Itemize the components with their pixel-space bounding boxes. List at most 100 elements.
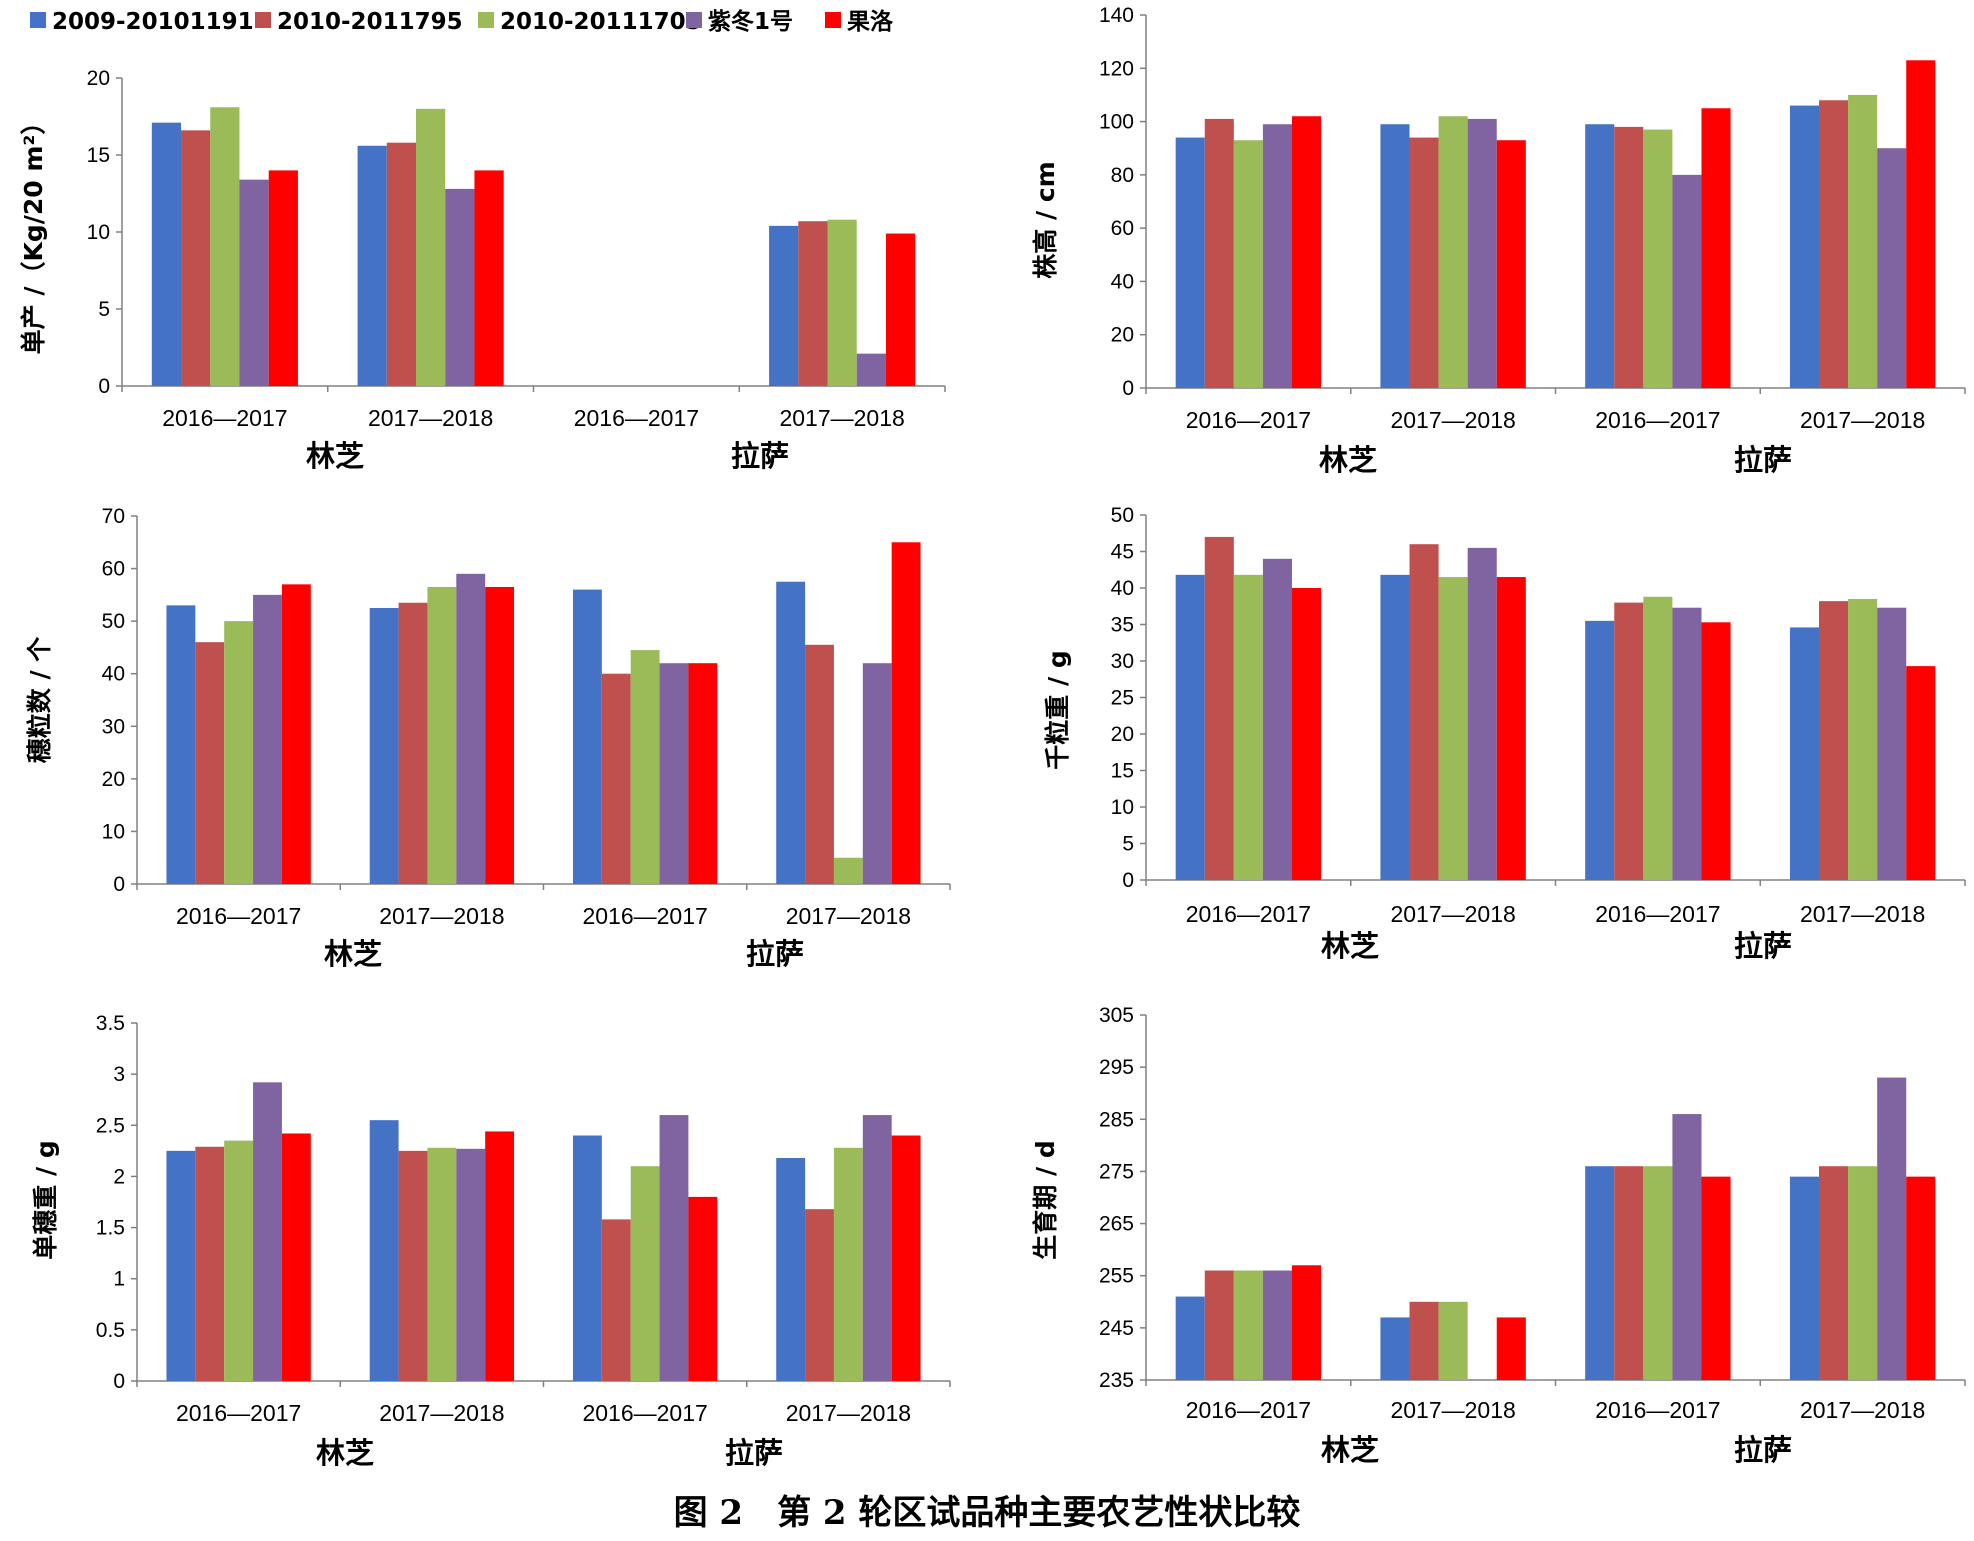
bar <box>776 581 806 884</box>
chart-panel: 0 10 20 30 40 50 60 70 穗粒数 / 个 2016—2017 2017—2018… <box>25 505 951 971</box>
bar <box>224 621 254 884</box>
legend-item: 紫冬1号 <box>686 8 793 35</box>
category-label: 2016—2017 <box>1186 901 1311 927</box>
y-axis-title: 单产 /（Kg/20 m²） <box>19 110 48 355</box>
bar <box>885 233 916 386</box>
bar <box>1380 574 1410 880</box>
chart-panel: 235 245 255 265 275 285 295 305 生育期 / d 2016—2017… <box>1031 1004 1966 1467</box>
legend: 2009-20101191 2010-2011795 2010-20111705 紫冬… <box>30 8 894 35</box>
bar <box>1819 601 1849 880</box>
group-label: 拉萨 <box>1734 443 1792 477</box>
bar <box>1643 596 1673 880</box>
bar <box>1438 1301 1468 1380</box>
bar <box>798 221 828 386</box>
group-label: 拉萨 <box>746 937 804 971</box>
bar <box>1643 129 1673 389</box>
bar <box>281 1133 311 1381</box>
y-tick-label: 2.5 <box>96 1114 125 1137</box>
category-label: 2017—2018 <box>1800 407 1925 433</box>
legend-swatch <box>30 12 46 28</box>
group-label: 林芝 <box>1321 929 1379 963</box>
group-label: 拉萨 <box>725 1436 783 1470</box>
bar <box>1701 1176 1731 1380</box>
bar <box>1701 108 1731 388</box>
bar <box>572 1135 602 1381</box>
bar <box>195 1146 225 1381</box>
category-label: 2016—2017 <box>582 903 707 929</box>
y-tick-label: 120 <box>1099 57 1134 80</box>
bar <box>445 188 475 386</box>
bar <box>1614 126 1644 389</box>
chart-panel: 0 20 40 60 80 100 120 140 株高 / cm 2016—2017 2017—2… <box>1031 4 1966 477</box>
bar <box>253 594 282 884</box>
y-tick-label: 20 <box>1111 723 1134 746</box>
y-tick-label: 0 <box>1122 377 1134 400</box>
y-tick-label: 15 <box>1111 760 1134 783</box>
group-label: 拉萨 <box>1734 1433 1792 1467</box>
y-tick-label: 2 <box>113 1165 125 1188</box>
y-tick-label: 25 <box>1111 687 1134 710</box>
category-label: 2017—2018 <box>779 405 904 431</box>
bar <box>805 644 834 884</box>
y-tick-label: 30 <box>102 715 125 738</box>
y-tick-label: 5 <box>98 298 110 321</box>
group-label: 拉萨 <box>1734 929 1792 963</box>
legend-label: 2010-2011795 <box>277 9 463 35</box>
bar <box>1438 577 1468 880</box>
bar <box>456 573 486 884</box>
bar <box>1409 544 1439 880</box>
bar <box>1233 1270 1263 1380</box>
bar <box>1672 607 1702 880</box>
y-axis-title: 千粒重 / g <box>1043 650 1072 769</box>
y-tick-label: 45 <box>1111 541 1134 564</box>
y-tick-label: 255 <box>1099 1265 1134 1288</box>
y-tick-label: 275 <box>1099 1160 1134 1183</box>
y-tick-label: 40 <box>102 663 125 686</box>
chart-panels: 0 5 10 15 20 单产 /（Kg/20 m²） 2016—2017 2017—2018… <box>19 4 1966 1470</box>
bar <box>1877 148 1907 388</box>
legend-label: 紫冬1号 <box>708 8 793 35</box>
y-tick-label: 245 <box>1099 1317 1134 1340</box>
category-label: 2016—2017 <box>1595 407 1720 433</box>
bar <box>1175 1296 1205 1380</box>
bar <box>1848 94 1878 388</box>
bar <box>456 1148 486 1381</box>
legend-item: 2010-2011795 <box>255 9 463 35</box>
bar <box>1175 574 1205 880</box>
bar <box>1467 547 1497 880</box>
legend-swatch <box>825 12 841 28</box>
y-tick-label: 10 <box>102 820 125 843</box>
bar <box>1789 1176 1820 1380</box>
y-tick-label: 80 <box>1111 164 1134 187</box>
chart-panel: 0 0.5 1 1.5 2 2.5 3 3.5 单穗重 / g 2016—2017 2017—201… <box>31 1012 951 1470</box>
category-label: 2017—2018 <box>786 903 911 929</box>
bar <box>1291 588 1322 880</box>
bar <box>1380 1317 1410 1380</box>
bar <box>1906 1176 1936 1380</box>
bar <box>1262 1270 1292 1380</box>
y-tick-label: 60 <box>102 558 125 581</box>
bar <box>427 1147 457 1381</box>
bar <box>386 142 417 386</box>
y-tick-label: 3 <box>113 1063 125 1086</box>
y-tick-label: 40 <box>1111 577 1134 600</box>
y-axis-title: 株高 / cm <box>1031 161 1060 278</box>
y-tick-label: 20 <box>102 768 125 791</box>
category-label: 2017—2018 <box>379 1400 504 1426</box>
bar <box>195 642 225 884</box>
y-axis-title: 生育期 / d <box>1031 1140 1060 1259</box>
bar <box>1819 1166 1849 1380</box>
group-label: 拉萨 <box>731 439 789 473</box>
y-tick-label: 235 <box>1099 1369 1134 1392</box>
bar <box>827 219 857 386</box>
group-label: 林芝 <box>324 937 382 971</box>
bar <box>1380 124 1410 388</box>
bar <box>1877 607 1907 880</box>
bar <box>1409 137 1439 388</box>
y-tick-label: 10 <box>87 221 110 244</box>
bar <box>1233 574 1263 880</box>
bar <box>1496 140 1526 388</box>
bar <box>474 170 504 386</box>
legend-item: 2009-20101191 <box>30 9 254 35</box>
